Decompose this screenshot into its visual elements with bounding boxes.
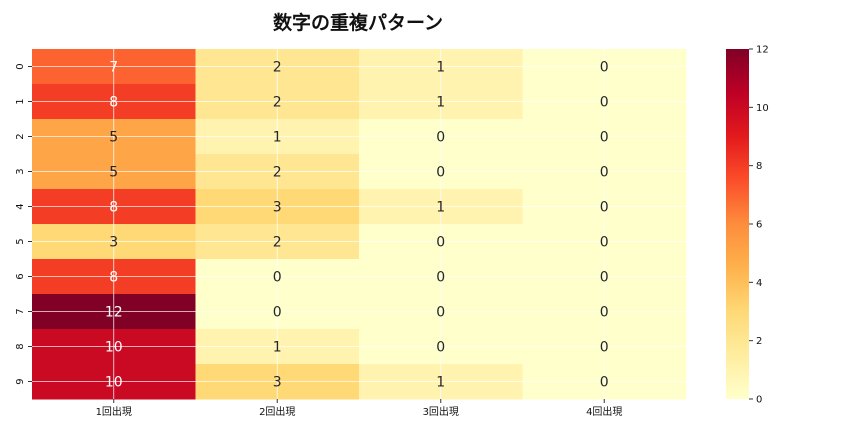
- y-tick-label: 7: [15, 308, 26, 314]
- x-tick-label: 4回出現: [586, 405, 622, 418]
- y-tick-label: 3: [15, 168, 26, 174]
- cell-value-label: 1: [436, 200, 445, 216]
- y-tick-label: 8: [15, 343, 26, 349]
- y-tick-label: 1: [15, 98, 26, 104]
- cell-value-label: 8: [109, 270, 118, 286]
- y-tick-label: 6: [15, 273, 26, 279]
- cell-value-label: 0: [600, 130, 609, 146]
- cell-value-label: 1: [436, 375, 445, 391]
- cell-value-label: 0: [600, 165, 609, 181]
- cell-value-label: 5: [109, 165, 118, 181]
- cell-value-label: 5: [109, 130, 118, 146]
- chart-title: 数字の重複パターン: [273, 11, 443, 34]
- cell-value-label: 1: [273, 130, 282, 146]
- cell-value-label: 0: [436, 270, 445, 286]
- colorbar-gradient: [726, 49, 749, 399]
- cell-value-label: 12: [105, 305, 123, 321]
- cell-value-label: 0: [600, 200, 609, 216]
- gridlines: [32, 49, 686, 399]
- x-axis: 1回出現 2回出現 3回出現 4回出現: [96, 399, 622, 418]
- cell-value-label: 8: [109, 95, 118, 111]
- colorbar-tick-label: 4: [756, 278, 762, 289]
- cell-value-label: 10: [105, 340, 123, 356]
- cell-value-label: 0: [436, 305, 445, 321]
- cell-value-label: 2: [273, 60, 282, 76]
- cell-value-label: 0: [436, 165, 445, 181]
- cell-value-label: 0: [600, 235, 609, 251]
- x-tick-label: 3回出現: [423, 405, 459, 418]
- cell-value-label: 2: [273, 165, 282, 181]
- cell-value-label: 8: [109, 200, 118, 216]
- cell-value-label: 2: [273, 235, 282, 251]
- colorbar-tick-label: 0: [756, 395, 762, 406]
- cell-value-label: 10: [105, 375, 123, 391]
- cell-value-label: 1: [273, 340, 282, 356]
- y-tick-label: 2: [15, 133, 26, 139]
- cell-value-label: 0: [436, 130, 445, 146]
- cell-value-label: 1: [436, 95, 445, 111]
- cell-value-label: 0: [273, 270, 282, 286]
- colorbar: 0 2 4 6 8 10 12: [726, 45, 769, 406]
- cell-value-label: 0: [600, 60, 609, 76]
- x-tick-label: 1回出現: [96, 405, 132, 418]
- cell-value-label: 0: [273, 305, 282, 321]
- cell-value-label: 0: [436, 340, 445, 356]
- y-axis: 0 1 2 3 4 5 6 7 8 9: [15, 63, 32, 385]
- cell-value-label: 1: [436, 60, 445, 76]
- cell-labels: 7 2 1 08 2 1 05 1 0 05 2 0 08 3 1 03 2 0 08 0 0 012 0 0 010 1 0 010…: [105, 60, 609, 391]
- cell-value-label: 3: [109, 235, 118, 251]
- cell-value-label: 2: [273, 95, 282, 111]
- cell-value-label: 0: [600, 270, 609, 286]
- x-tick-label: 2回出現: [259, 405, 295, 418]
- cell-value-label: 0: [600, 95, 609, 111]
- cell-value-label: 0: [600, 340, 609, 356]
- colorbar-tick-label: 10: [756, 103, 769, 114]
- cell-value-label: 0: [600, 375, 609, 391]
- y-tick-label: 9: [15, 378, 26, 384]
- cell-value-label: 7: [109, 60, 118, 76]
- y-tick-label: 5: [15, 238, 26, 244]
- y-tick-label: 4: [15, 203, 26, 209]
- cell-value-label: 3: [273, 375, 282, 391]
- cell-value-label: 3: [273, 200, 282, 216]
- colorbar-tick-label: 2: [756, 336, 762, 347]
- cell-value-label: 0: [436, 235, 445, 251]
- y-tick-label: 0: [15, 63, 26, 69]
- cell-value-label: 0: [600, 305, 609, 321]
- colorbar-tick-label: 12: [756, 45, 769, 56]
- colorbar-tick-label: 8: [756, 161, 762, 172]
- colorbar-tick-label: 6: [756, 220, 762, 231]
